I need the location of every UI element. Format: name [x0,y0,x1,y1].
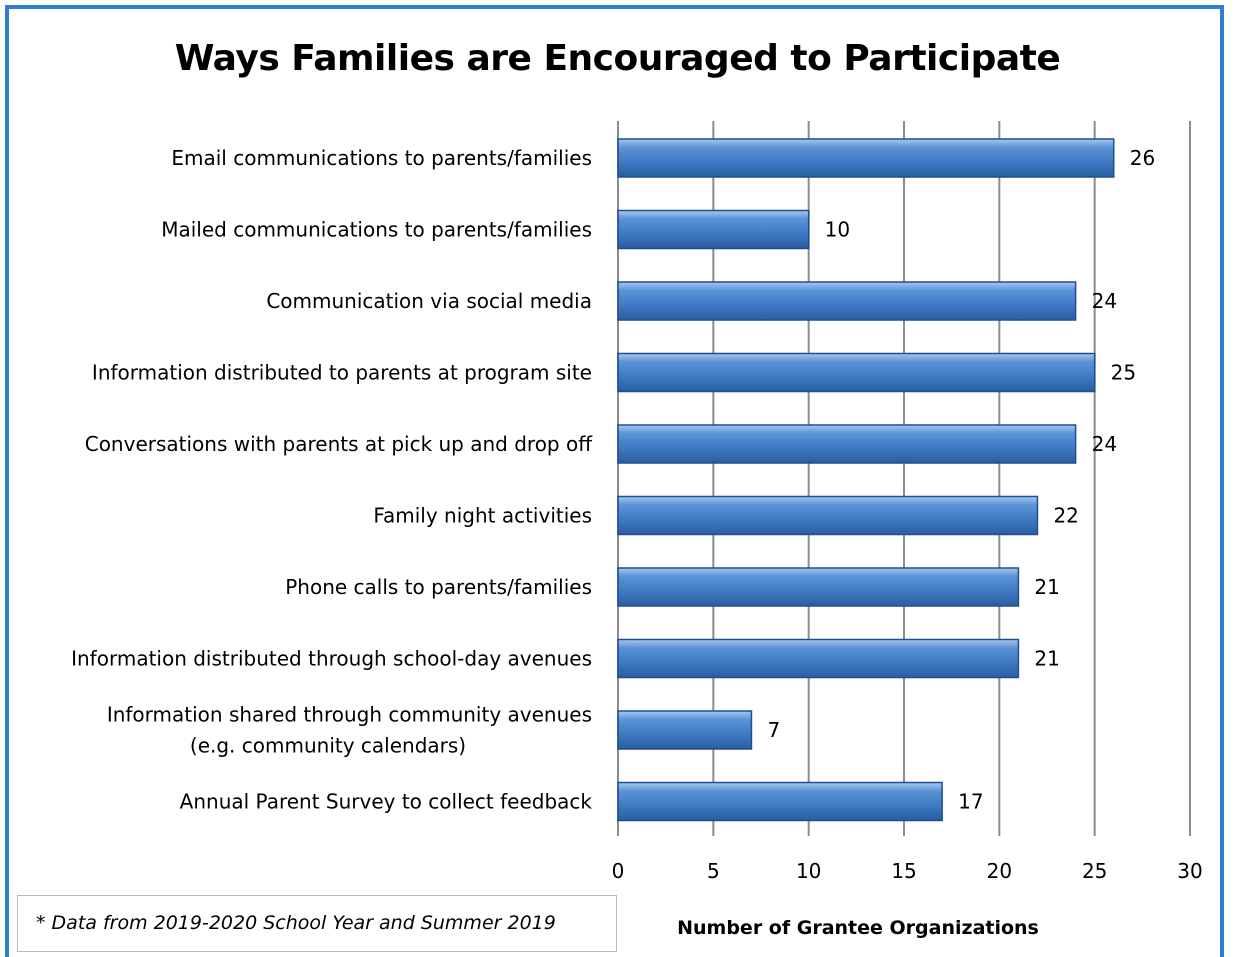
x-tick-label: 15 [891,859,916,883]
category-label: Email communications to parents/families [171,146,592,170]
x-tick-label: 20 [987,859,1012,883]
data-label: 24 [1092,432,1117,456]
bar [617,781,943,822]
bar [617,138,1115,178]
category-label: Mailed communications to parents/familie… [161,218,592,242]
data-label: 21 [1034,647,1059,671]
bar [617,424,1077,464]
x-tick-label: 30 [1177,859,1202,883]
category-label: Information shared through community ave… [107,703,592,727]
bar [617,638,1020,679]
x-tick-label: 10 [796,859,821,883]
bar [617,209,810,250]
x-axis-ticks: 0 5 10 15 20 25 30 [612,859,1203,883]
data-label: 7 [767,718,780,742]
bar [617,710,753,750]
data-label: 21 [1034,575,1059,599]
x-tick-label: 0 [612,859,625,883]
category-label: Conversations with parents at pick up an… [85,432,593,456]
footnote-box: * Data from 2019-2020 School Year and Su… [17,895,617,952]
category-label: Information distributed to parents at pr… [92,361,592,385]
category-label: Information distributed through school-d… [71,647,592,671]
bar [617,281,1077,321]
category-label: (e.g. community calendars) [190,734,466,758]
data-labels: 26 10 24 25 24 22 21 21 7 17 [767,146,1155,814]
bars [617,138,1115,822]
bar [617,567,1020,607]
chart-title: Ways Families are Encouraged to Particip… [174,38,1061,79]
data-label: 22 [1053,504,1078,528]
gridlines [617,121,1191,836]
x-axis-label: Number of Grantee Organizations [677,917,1039,939]
data-label: 25 [1111,361,1136,385]
category-labels: Email communications to parents/families… [71,146,593,814]
bar [617,352,1096,393]
data-label: 26 [1130,146,1155,170]
bar [617,495,1039,536]
data-label: 17 [958,790,983,814]
category-label: Annual Parent Survey to collect feedback [180,790,593,814]
category-label: Communication via social media [266,289,592,313]
data-label: 24 [1092,289,1117,313]
footnote-text: * Data from 2019-2020 School Year and Su… [36,912,556,934]
x-tick-label: 5 [707,859,720,883]
category-label: Phone calls to parents/families [285,575,592,599]
category-label: Family night activities [373,504,592,528]
x-tick-label: 25 [1082,859,1107,883]
data-label: 10 [825,218,850,242]
